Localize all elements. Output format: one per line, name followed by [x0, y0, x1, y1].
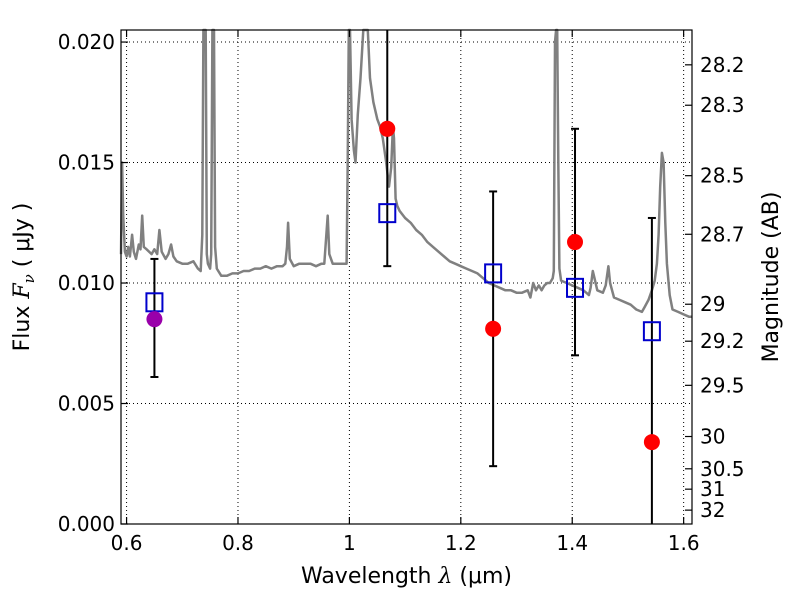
magnitude-tick-label: 28.5: [700, 164, 745, 188]
y-tick-label: 0.015: [58, 151, 115, 175]
magnitude-tick-label: 31: [700, 477, 725, 501]
model-point: [642, 321, 661, 342]
observed-point: [379, 120, 396, 137]
y-tick-label: 0.010: [58, 271, 115, 295]
observed-points: [146, 120, 660, 451]
y-axis-title: Flux Fν ( μJy ): [10, 203, 38, 352]
magnitude-tick-label: 29.5: [700, 373, 745, 397]
plot-frame: [120, 29, 693, 525]
magnitude-tick-label: 32: [700, 498, 725, 522]
model-point: [378, 203, 397, 224]
x-tick-label: 0.6: [111, 531, 143, 555]
spectrum-series: [119, 28, 692, 319]
magnitude-tick-label: 30: [700, 425, 725, 449]
x-tick-label: 1.4: [556, 531, 588, 555]
model-points: [145, 203, 661, 342]
observed-point: [485, 320, 502, 337]
y-tick-label: 0.020: [58, 30, 115, 54]
magnitude-tick-label: 28.2: [700, 53, 745, 77]
ticks: 0.6 0.8 1 1.2 1.4 1.6 0.000 0.005 0.010 0.015 0.02…: [58, 30, 745, 555]
magnitude-tick-label: 30.5: [700, 457, 745, 481]
magnitude-axis-title: Magnitude (AB): [759, 192, 784, 363]
spectrum-line: [119, 28, 692, 319]
x-tick-label: 1.6: [668, 531, 700, 555]
model-point: [484, 263, 503, 284]
observed-point: [643, 434, 660, 451]
y-tick-label: 0.000: [58, 512, 115, 536]
magnitude-tick-label: 28.7: [700, 222, 745, 246]
x-axis-title: Wavelength λ (μm): [301, 564, 512, 589]
x-tick-label: 0.8: [222, 531, 254, 555]
magnitude-tick-label: 29: [700, 292, 725, 316]
magnitude-tick-label: 29.2: [700, 329, 745, 353]
x-tick-label: 1.2: [445, 531, 477, 555]
x-tick-label: 1: [343, 531, 356, 555]
highlight-observed-point: [146, 311, 163, 328]
observed-point: [567, 234, 584, 251]
magnitude-tick-label: 28.3: [700, 93, 745, 117]
model-point: [566, 277, 585, 298]
y-tick-label: 0.005: [58, 392, 115, 416]
